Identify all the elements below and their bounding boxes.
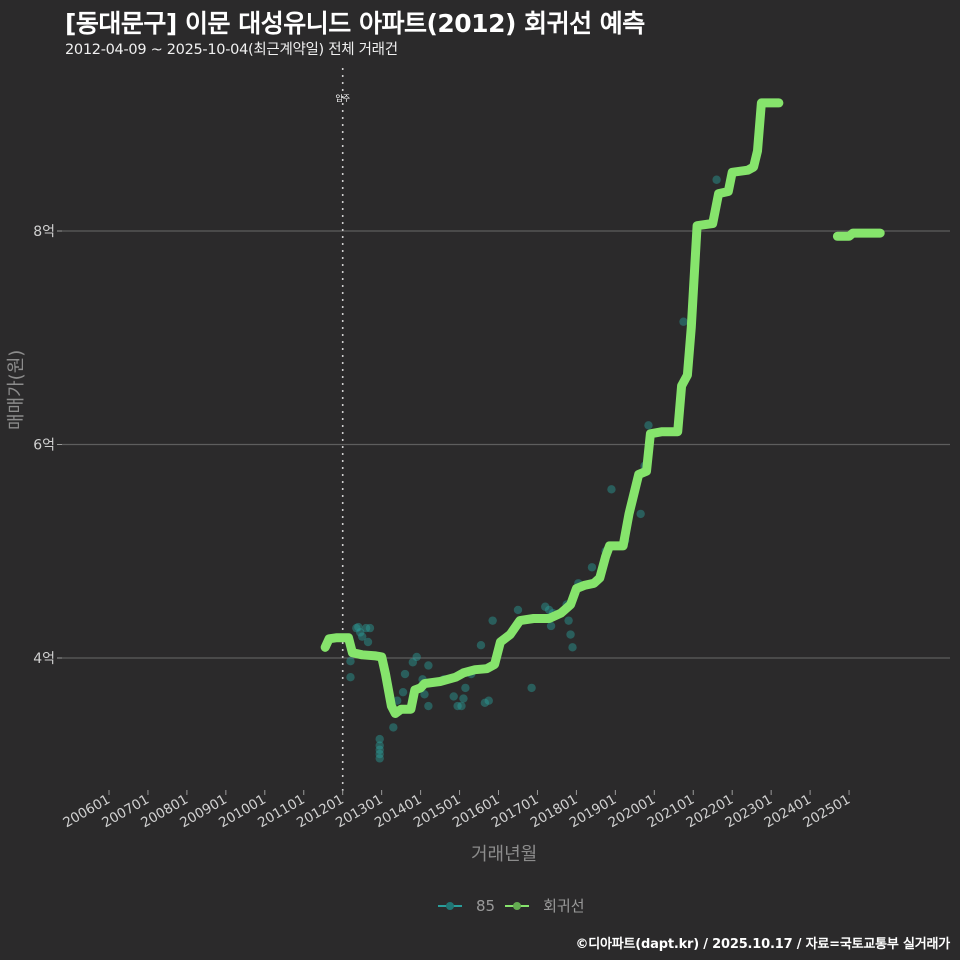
data-point — [453, 701, 462, 711]
data-point — [476, 640, 486, 650]
legend-label-85: 85 — [476, 896, 496, 915]
data-point — [527, 683, 536, 693]
chart-title: [동대문구] 이문 대성유니드 아파트(2012) 회귀선 예측 — [65, 9, 645, 38]
data-point — [398, 687, 408, 697]
data-point — [679, 317, 688, 326]
data-point — [541, 602, 550, 611]
move-in-vline: 입주 — [335, 68, 350, 795]
data-point — [449, 692, 458, 701]
data-point — [375, 734, 384, 744]
data-point — [564, 616, 573, 625]
regression-line-segment — [832, 228, 885, 241]
y-axis-title: 매매가(원) — [6, 349, 27, 430]
data-point — [346, 673, 355, 682]
legend-key-regression-icon — [505, 899, 530, 913]
data-point — [513, 605, 523, 615]
data-point — [352, 623, 361, 633]
data-point — [457, 701, 466, 711]
legend-label-regression: 회귀선 — [543, 897, 585, 915]
data-point — [566, 630, 575, 639]
data-point — [375, 741, 384, 750]
data-point — [389, 723, 398, 732]
data-point — [480, 698, 490, 708]
data-point — [420, 690, 429, 699]
data-point — [424, 701, 433, 711]
data-point — [587, 563, 597, 572]
y-axis-ticks: 4억 6억 8억 — [33, 224, 62, 667]
data-point — [488, 616, 497, 625]
legend-item-regression: 회귀선 — [505, 895, 585, 916]
y-tick-label: 6억 — [33, 438, 55, 454]
data-point — [363, 637, 373, 647]
data-point — [644, 421, 653, 430]
y-tick-label: 8억 — [33, 224, 55, 240]
data-point — [361, 623, 371, 633]
data-point — [346, 657, 355, 666]
data-point — [357, 632, 367, 641]
data-point — [375, 745, 384, 755]
data-point — [544, 605, 554, 615]
data-point — [412, 652, 421, 662]
data-point — [461, 683, 470, 693]
move-in-annotation: 입주 — [335, 94, 350, 103]
data-point — [356, 628, 365, 637]
chart-subtitle: 2012-04-09 ~ 2025-10-04(최근계약일) 전체 거래건 — [65, 42, 398, 58]
data-point — [636, 509, 645, 519]
regression-line-segment — [320, 98, 784, 718]
regression-line — [320, 98, 885, 718]
y-gridlines — [62, 230, 950, 659]
data-point — [546, 621, 556, 631]
legend-item-85: 85 — [438, 897, 495, 915]
data-point — [354, 622, 363, 632]
legend: 85 회귀선 — [438, 895, 595, 916]
data-point — [424, 661, 433, 670]
data-point — [375, 754, 384, 763]
data-point — [400, 669, 410, 679]
y-tick-label: 4억 — [33, 651, 55, 667]
data-point — [484, 696, 493, 705]
data-point — [459, 694, 468, 703]
scatter-points-85 — [346, 175, 721, 763]
x-axis-title: 거래년월 — [471, 844, 538, 865]
data-point — [365, 623, 375, 633]
legend-key-85-icon — [438, 899, 462, 913]
data-point — [408, 658, 418, 667]
data-point — [607, 485, 616, 494]
data-point — [712, 175, 721, 184]
data-point — [375, 749, 384, 759]
data-point — [568, 643, 577, 652]
source-caption: ©디아파트(dapt.kr) / 2025.10.17 / 자료=국토교통부 실… — [575, 937, 950, 952]
x-axis-ticks: 2006012007012008012009012010012011012012… — [60, 790, 853, 831]
